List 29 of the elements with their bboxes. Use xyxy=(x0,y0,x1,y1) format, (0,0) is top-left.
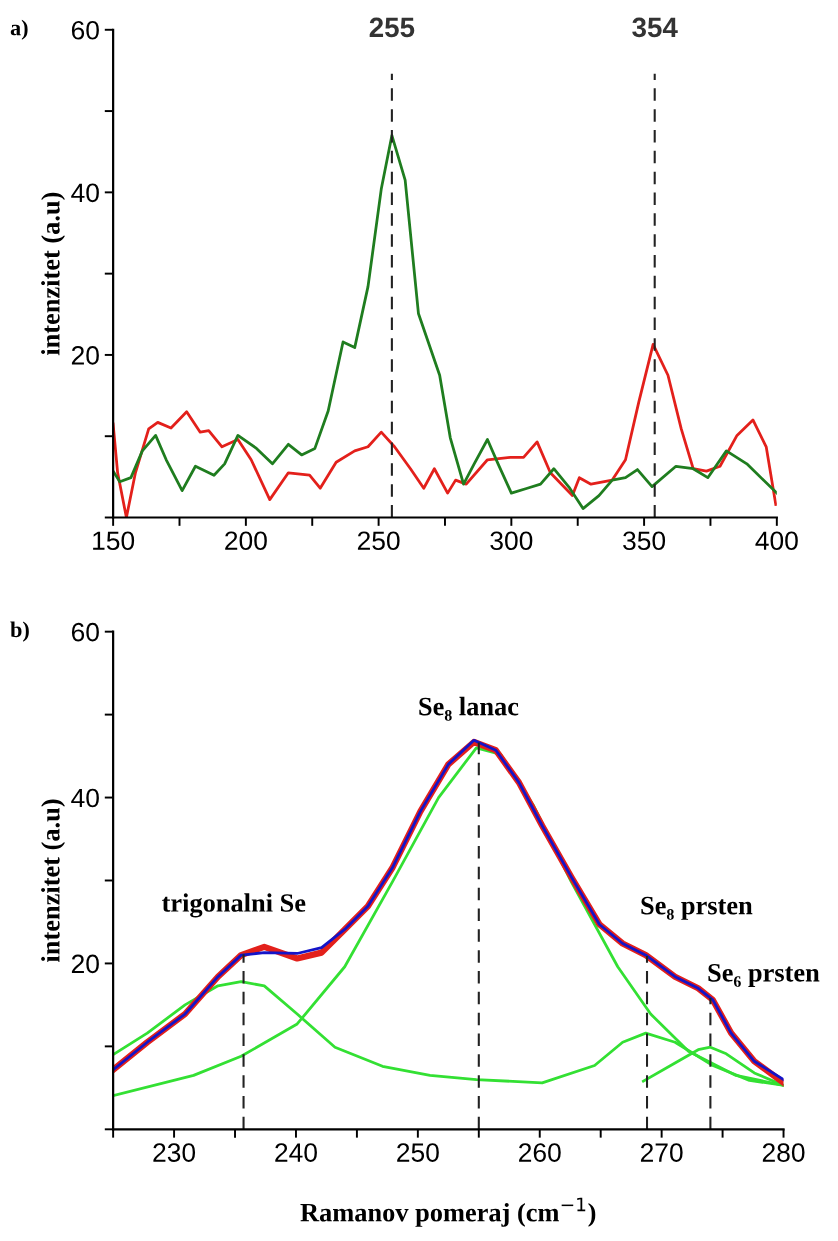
x-tick-label: 300 xyxy=(490,531,533,551)
x-tick-label: 250 xyxy=(397,1143,439,1162)
annotation: Se₈ prsten xyxy=(641,896,753,920)
annotation: trigonalni Se xyxy=(162,893,306,918)
ref-line-label: 354 xyxy=(632,17,678,38)
y-tick-label: 40 xyxy=(71,788,99,808)
y-axis-title: intenzitet (a.u) xyxy=(41,192,66,356)
ref-line-label: 255 xyxy=(369,17,415,38)
x-tick-label: 280 xyxy=(762,1143,805,1162)
y-tick-label: 60 xyxy=(71,622,99,642)
annotation: Se₈ lanac xyxy=(419,696,519,721)
annotation: Se₆ prsten xyxy=(708,963,820,988)
x-tick-label: 150 xyxy=(93,531,135,551)
x-tick-label: 270 xyxy=(640,1143,683,1162)
y-tick-label: 20 xyxy=(71,954,99,974)
x-axis-title: Ramanov pomeraj (cm$^{−1}$) xyxy=(300,1197,596,1227)
chart-title: b) xyxy=(10,621,29,642)
x-tick-label: 400 xyxy=(755,531,798,551)
x-tick-label: 350 xyxy=(623,531,666,551)
y-tick-label: 60 xyxy=(71,20,99,40)
y-tick-label: 40 xyxy=(71,183,99,203)
x-tick-label: 230 xyxy=(153,1143,196,1162)
y-axis-title: intenzitet (a.u) xyxy=(41,799,66,962)
x-tick-label: 260 xyxy=(519,1143,561,1162)
x-tick-label: 200 xyxy=(225,531,267,551)
y-tick-label: 20 xyxy=(71,346,99,365)
x-tick-label: 250 xyxy=(357,531,400,551)
chart-title: a) xyxy=(10,19,28,40)
x-tick-label: 240 xyxy=(275,1143,317,1162)
